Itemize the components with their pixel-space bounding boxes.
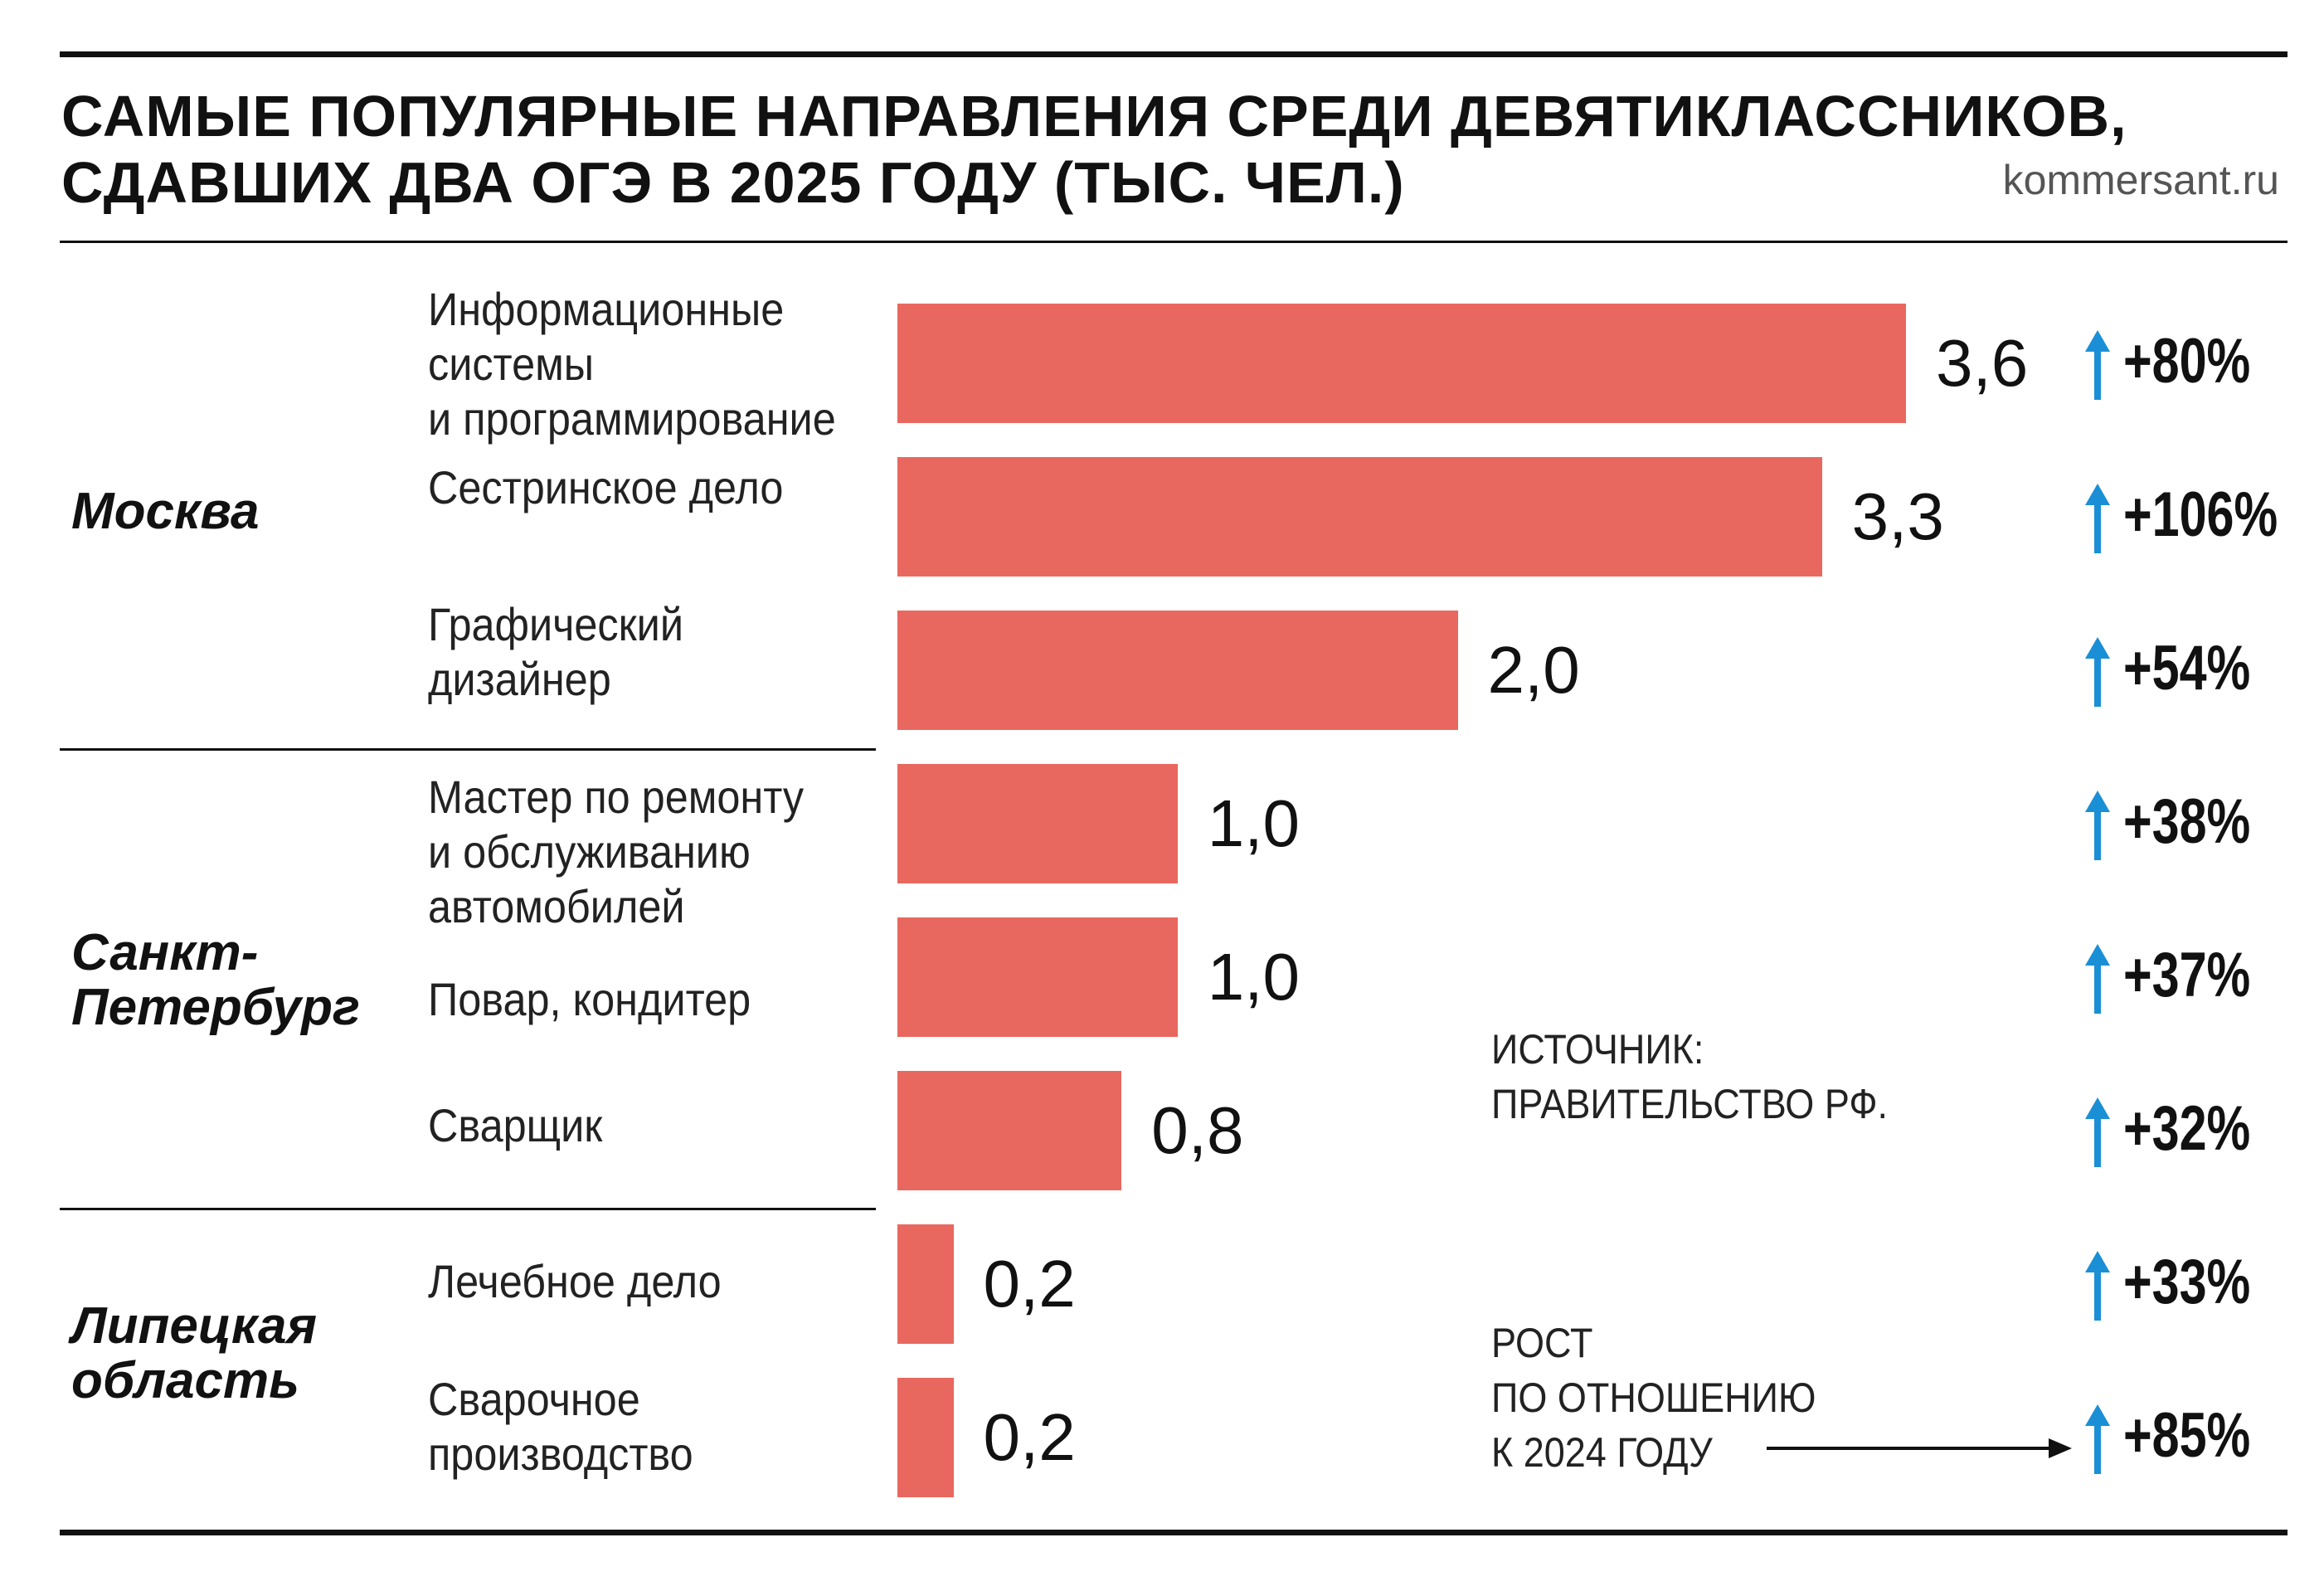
category-label: Мастер по ремонту и обслуживанию автомоб… — [428, 771, 805, 932]
up-arrow-icon — [2085, 1097, 2110, 1167]
bar — [897, 457, 1822, 577]
source-line-2: ПРАВИТЕЛЬСТВО РФ. — [1491, 1081, 1889, 1127]
change-label: +106% — [2123, 479, 2278, 550]
bar — [897, 1071, 1122, 1190]
bar — [897, 611, 1458, 730]
change-label: +38% — [2123, 786, 2251, 857]
up-arrow-icon — [2085, 1251, 2110, 1321]
category-label: Сестринское дело — [428, 461, 784, 513]
value-label: 1,0 — [1207, 786, 1300, 860]
change-label: +54% — [2123, 633, 2251, 703]
category-label: Сварщик — [428, 1099, 603, 1151]
top-rule — [60, 51, 2288, 57]
category-label: Информационные системы и программировани… — [428, 283, 836, 445]
source-line-1: ИСТОЧНИК: — [1491, 1026, 1704, 1073]
up-arrow-icon — [2085, 637, 2110, 707]
category-label: Лечебное дело — [428, 1255, 722, 1307]
change-label: +32% — [2123, 1093, 2251, 1164]
site-label: kommersant.ru — [2002, 157, 2279, 203]
value-label: 3,6 — [1936, 326, 2029, 400]
category-label: Повар, кондитер — [428, 973, 751, 1025]
value-label: 0,2 — [983, 1400, 1076, 1474]
up-arrow-icon — [2085, 484, 2110, 553]
growth-pointer-arrow — [1767, 1438, 2072, 1458]
up-arrow-icon — [2085, 1404, 2110, 1474]
bar — [897, 917, 1178, 1037]
title-line-2: СДАВШИХ ДВА ОГЭ В 2025 ГОДУ (ТЫС. ЧЕЛ.) — [61, 150, 1405, 215]
growth-line-1: РОСТ — [1491, 1320, 1593, 1366]
value-label: 0,8 — [1151, 1093, 1244, 1167]
up-arrow-icon — [2085, 791, 2110, 860]
up-arrow-icon — [2085, 330, 2110, 400]
change-label: +37% — [2123, 940, 2251, 1010]
region-lipetsk: Липецкая область — [71, 1297, 318, 1409]
region-separator-2 — [60, 1208, 876, 1210]
change-label: +33% — [2123, 1247, 2251, 1317]
value-label: 3,3 — [1851, 479, 1944, 553]
value-label: 0,2 — [983, 1247, 1076, 1321]
growth-line-2: ПО ОТНОШЕНИЮ — [1491, 1374, 1816, 1421]
header-rule — [60, 241, 2288, 243]
bar — [897, 1378, 954, 1497]
change-label: +80% — [2123, 326, 2251, 397]
growth-note: РОСТ ПО ОТНОШЕНИЮ К 2024 ГОДУ — [1491, 1316, 1816, 1480]
source-note: ИСТОЧНИК: ПРАВИТЕЛЬСТВО РФ. — [1491, 1022, 1888, 1131]
region-separator-1 — [60, 748, 876, 751]
region-spb: Санкт- Петербург — [71, 924, 361, 1036]
bottom-rule — [60, 1530, 2288, 1535]
category-label: Сварочное производство — [428, 1373, 693, 1480]
growth-line-3: К 2024 ГОДУ — [1491, 1429, 1713, 1476]
change-label: +85% — [2123, 1400, 2251, 1471]
title-line-1: САМЫЕ ПОПУЛЯРНЫЕ НАПРАВЛЕНИЯ СРЕДИ ДЕВЯТ… — [61, 84, 2127, 148]
bar — [897, 304, 1906, 423]
bar — [897, 764, 1178, 883]
value-label: 1,0 — [1207, 940, 1300, 1014]
chart-title: САМЫЕ ПОПУЛЯРНЫЕ НАПРАВЛЕНИЯ СРЕДИ ДЕВЯТ… — [61, 83, 2127, 216]
category-label: Графический дизайнер — [428, 598, 683, 705]
bar — [897, 1224, 954, 1344]
region-moscow: Москва — [71, 483, 260, 540]
value-label: 2,0 — [1487, 633, 1580, 707]
up-arrow-icon — [2085, 944, 2110, 1014]
